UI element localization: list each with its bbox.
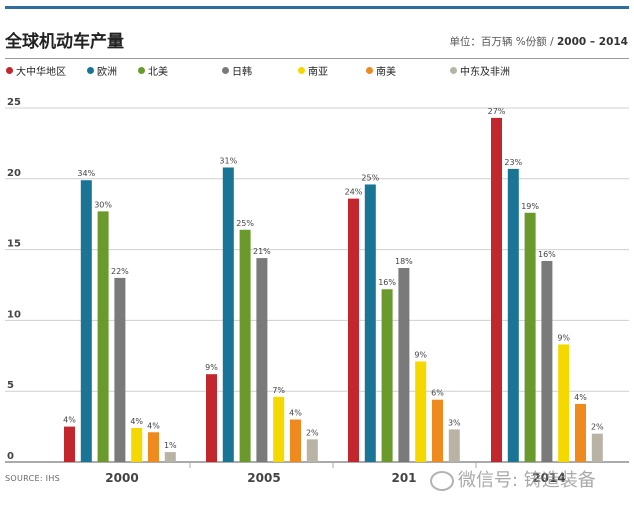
bar xyxy=(381,289,393,462)
data-label: 4% xyxy=(130,417,143,426)
y-tick-label: 20 xyxy=(7,168,21,179)
legend-swatch xyxy=(6,67,13,74)
x-tick-label: 2000 xyxy=(105,471,138,485)
y-tick-label: 5 xyxy=(7,380,14,391)
x-tick-label: 2005 xyxy=(247,471,280,485)
legend-swatch xyxy=(298,67,305,74)
wechat-icon xyxy=(430,471,454,491)
x-tick-label: 2014 xyxy=(532,471,565,485)
chart-title: 全球机动车产量 xyxy=(5,32,124,52)
legend-item-south-asia: 南亚 xyxy=(298,63,328,78)
legend-item-europe: 欧洲 xyxy=(87,63,117,78)
chart-subtitle: 单位：百万辆 %份额 / 2000 – 2014 xyxy=(449,34,628,49)
bar xyxy=(507,168,519,462)
legend-label: 欧洲 xyxy=(97,67,117,78)
data-label: 16% xyxy=(378,278,396,287)
data-label: 9% xyxy=(414,350,427,359)
bar xyxy=(364,184,376,463)
x-tick-label: 201 xyxy=(391,471,416,485)
legend-label: 南美 xyxy=(376,67,396,78)
top-rule xyxy=(5,6,629,9)
data-label: 19% xyxy=(521,202,539,211)
bar xyxy=(491,117,502,463)
bar xyxy=(273,396,285,462)
data-label: 22% xyxy=(111,267,129,276)
subtitle-range: 2000 – 2014 xyxy=(556,36,628,48)
data-label: 16% xyxy=(538,250,556,259)
bar xyxy=(256,258,268,462)
watermark-text: 微信号: 铸造装备 xyxy=(458,470,596,491)
legend-swatch xyxy=(222,67,229,74)
y-tick-label: 15 xyxy=(7,239,21,250)
data-label: 9% xyxy=(557,333,570,342)
y-tick-label: 10 xyxy=(7,309,21,320)
y-tick-label: 25 xyxy=(7,97,21,108)
data-label: 30% xyxy=(94,200,112,209)
data-label: 2% xyxy=(591,423,604,432)
watermark: 微信号: 铸造装备 xyxy=(430,466,596,492)
bar xyxy=(290,419,301,462)
bar xyxy=(148,432,159,462)
data-label: 9% xyxy=(205,363,218,372)
bar xyxy=(306,439,318,462)
data-label: 25% xyxy=(236,219,254,228)
data-label: 6% xyxy=(431,389,444,398)
data-label: 23% xyxy=(504,158,522,167)
legend-item-mideast-africa: 中东及非洲 xyxy=(450,63,510,78)
bar xyxy=(222,167,234,463)
legend-label: 大中华地区 xyxy=(16,67,66,78)
bar xyxy=(432,399,443,462)
bar xyxy=(541,260,553,462)
data-label: 4% xyxy=(147,421,160,430)
data-label: 18% xyxy=(395,257,413,266)
data-label: 7% xyxy=(272,386,285,395)
data-label: 1% xyxy=(164,441,177,450)
data-label: 4% xyxy=(289,409,302,418)
data-label: 34% xyxy=(77,169,95,178)
data-label: 21% xyxy=(253,247,271,256)
legend-item-south-america: 南美 xyxy=(366,63,396,78)
legend-swatch xyxy=(366,67,373,74)
legend: 大中华地区 欧洲 北美 日韩 南亚 南美 中东及非洲 xyxy=(0,63,634,79)
legend-item-greater-china: 大中华地区 xyxy=(6,63,66,78)
bar xyxy=(398,268,410,462)
legend-label: 北美 xyxy=(148,67,168,78)
data-label: 4% xyxy=(574,393,587,402)
data-label: 4% xyxy=(63,416,76,425)
legend-swatch xyxy=(450,67,457,74)
legend-swatch xyxy=(138,67,145,74)
y-tick-label: 0 xyxy=(7,451,14,462)
bar xyxy=(114,277,126,462)
bar xyxy=(591,433,603,462)
bar xyxy=(558,344,570,462)
bar xyxy=(131,428,143,462)
data-label: 27% xyxy=(488,107,506,116)
subtitle-unit: 单位：百万辆 %份额 / xyxy=(449,36,554,48)
legend-label: 日韩 xyxy=(232,67,252,78)
legend-item-north-america: 北美 xyxy=(138,63,168,78)
legend-item-japan-korea: 日韩 xyxy=(222,63,252,78)
data-label: 31% xyxy=(219,156,237,165)
data-label: 25% xyxy=(361,173,379,182)
data-label: 24% xyxy=(345,188,363,197)
bar xyxy=(80,180,92,462)
bar xyxy=(524,212,536,462)
data-label: 3% xyxy=(448,418,461,427)
bar xyxy=(206,374,217,462)
bar xyxy=(239,229,251,462)
legend-swatch xyxy=(87,67,94,74)
header-rule xyxy=(5,58,629,59)
source-note: SOURCE: IHS xyxy=(5,474,61,483)
bar xyxy=(415,361,427,462)
bar xyxy=(64,426,75,462)
bar xyxy=(164,452,176,462)
bar xyxy=(448,429,460,462)
bar xyxy=(348,198,359,462)
data-label: 2% xyxy=(306,428,319,437)
bar xyxy=(97,211,109,462)
bar xyxy=(575,403,586,462)
legend-label: 南亚 xyxy=(308,67,328,78)
legend-label: 中东及非洲 xyxy=(460,67,510,78)
